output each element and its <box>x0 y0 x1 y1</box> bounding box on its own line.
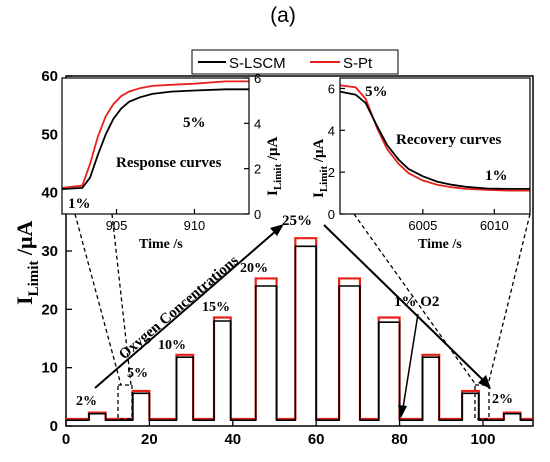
series-line-s-lscm <box>66 245 533 421</box>
main-y-axis: 0 10 20 30 40 50 60 <box>41 68 72 435</box>
main-x-tick-label: 60 <box>308 431 325 448</box>
main-series <box>66 237 533 421</box>
legend-label-s-lscm: S-LSCM <box>229 55 286 72</box>
main-y-tick-label: 20 <box>41 301 58 318</box>
conc-label-10pct: 10% <box>158 338 186 353</box>
main-y-tick-label: 60 <box>41 68 58 85</box>
response-y-tick-label: 0 <box>254 207 261 222</box>
inset-recovery-axes: 6005 6010 0 2 4 6 <box>328 81 509 233</box>
recovery-x-tick-label: 6005 <box>408 218 437 233</box>
panel-label: (a) <box>270 4 296 27</box>
conc-label-20pct: 20% <box>240 261 268 276</box>
response-label-5pct: 5% <box>183 115 206 131</box>
main-x-tick-label: 100 <box>470 431 495 448</box>
main-x-tick-label: 20 <box>141 431 158 448</box>
response-series-s-pt <box>61 80 249 189</box>
recovery-label-1pct: 1% <box>485 168 508 184</box>
inset-recovery-frame <box>339 77 531 215</box>
series-line-s-pt <box>66 237 533 421</box>
main-x-tick-label: 40 <box>224 431 241 448</box>
response-y-tick-label: 2 <box>254 162 261 177</box>
conc-label-15pct: 15% <box>202 300 230 315</box>
main-x-axis: 0 20 40 60 80 100 <box>62 420 495 448</box>
inset-recovery-chart: 6005 6010 0 2 4 6 Recovery curves 5% 1% Time … <box>311 77 531 252</box>
recovery-y-tick-label: 0 <box>328 207 335 222</box>
inset-response-frame <box>61 77 250 215</box>
legend: S-LSCM S-Pt <box>191 49 399 75</box>
main-y-tick-label: 40 <box>41 185 58 202</box>
recovery-series-s-pt <box>339 84 530 192</box>
recovery-y-axis-label: ILimit /μA <box>311 138 330 198</box>
main-y-tick-label: 50 <box>41 126 58 143</box>
one-percent-o2-arrow <box>398 313 419 418</box>
response-series <box>61 80 249 190</box>
main-y-tick-label: 0 <box>50 418 58 435</box>
main-y-tick-label: 10 <box>41 360 58 377</box>
response-x-tick-label: 905 <box>106 218 128 233</box>
recovery-y-tick-label: 6 <box>328 81 335 96</box>
recovery-series <box>339 84 530 192</box>
response-x-axis-label: Time /s <box>139 237 183 252</box>
oxygen-concentration-arrow <box>94 224 284 389</box>
recovery-label-5pct: 5% <box>365 84 388 100</box>
recovery-y-tick-label: 4 <box>328 123 335 138</box>
main-y-axis-label: ILimit /μA <box>12 221 42 305</box>
recovery-y-tick-label: 2 <box>328 165 335 180</box>
descending-concentration-arrow <box>323 224 491 389</box>
main-x-tick-label: 0 <box>62 431 70 448</box>
inset-response-axes: 905 910 0 2 4 6 <box>106 71 262 233</box>
response-curves-title: Response curves <box>116 155 222 171</box>
recovery-x-axis-label: Time /s <box>418 237 462 252</box>
zoom-indicators <box>74 213 531 420</box>
response-y-tick-label: 6 <box>254 71 261 86</box>
conc-label-2pct-right: 2% <box>492 392 513 407</box>
response-y-axis-label: ILimit /μA <box>265 136 284 196</box>
recovery-x-tick-label: 6010 <box>480 218 509 233</box>
response-label-1pct: 1% <box>68 196 91 212</box>
response-y-tick-label: 4 <box>254 116 261 131</box>
conc-label-25pct: 25% <box>282 213 312 229</box>
response-series-s-lscm <box>61 88 249 190</box>
main-x-tick-label: 80 <box>391 431 408 448</box>
main-y-tick-label: 30 <box>41 243 58 260</box>
conc-label-5pct: 5% <box>127 366 148 381</box>
inset-response-chart: 905 910 0 2 4 6 Response curves 1% 5% Time /s… <box>61 71 284 252</box>
legend-label-s-pt: S-Pt <box>343 55 373 72</box>
conc-label-2pct-left: 2% <box>76 394 97 409</box>
recovery-curves-title: Recovery curves <box>396 132 502 148</box>
recovery-series-s-lscm <box>339 90 530 190</box>
response-x-tick-label: 910 <box>184 218 206 233</box>
